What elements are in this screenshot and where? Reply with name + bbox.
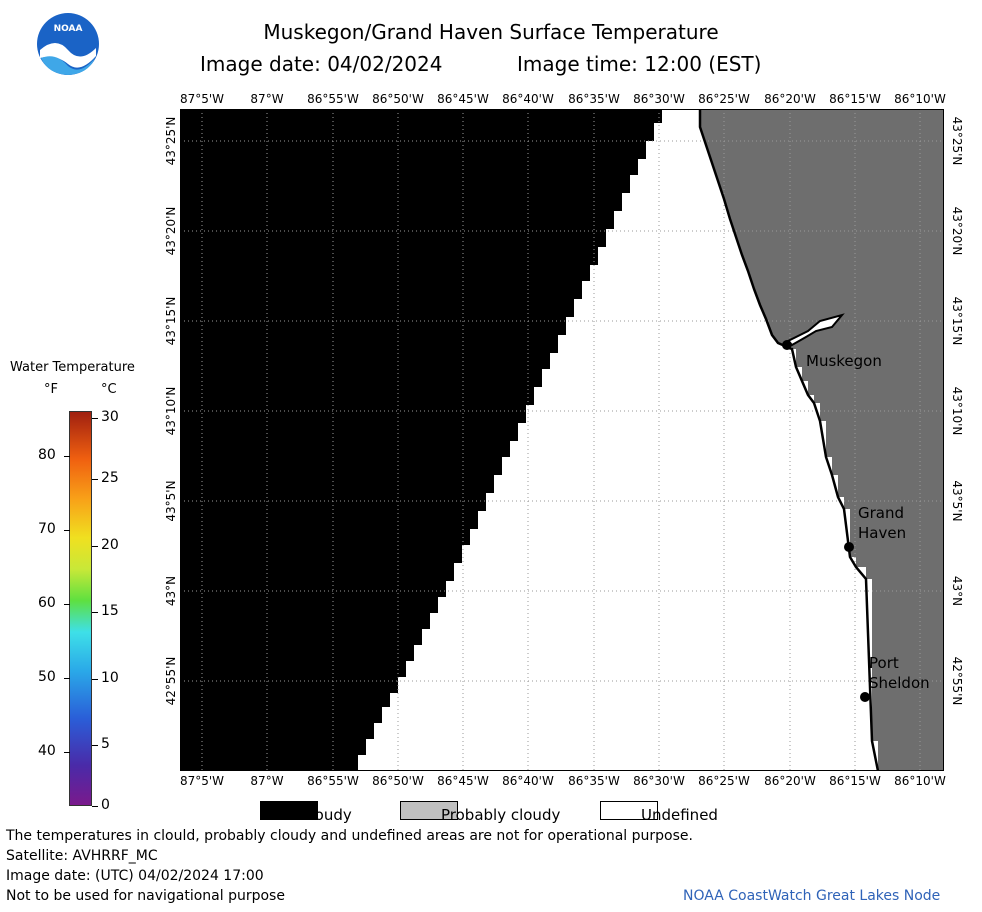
legend-tick-f: 80 — [38, 447, 56, 463]
legend-tick-c: 5 — [101, 736, 110, 752]
legend-tick-mark — [92, 612, 98, 613]
city-markers — [782, 340, 870, 702]
legend-unit-f: °F — [44, 382, 58, 397]
legend-tick-c: 20 — [101, 537, 119, 553]
image-time: Image time: 12:00 (EST) — [517, 52, 762, 76]
legend-title: Water Temperature — [10, 360, 135, 375]
noaa-logo — [37, 13, 99, 75]
cloudy-area — [180, 109, 662, 771]
lon-label-bottom: 86°20'W — [764, 774, 816, 788]
map-title: Muskegon/Grand Haven Surface Temperature — [263, 20, 719, 44]
lon-label-top: 87°5'W — [179, 92, 225, 106]
footer-utc-date: Image date: (UTC) 04/02/2024 17:00 — [6, 868, 264, 884]
grand-haven-marker — [844, 542, 854, 552]
city-label-muskegon: Muskegon — [806, 352, 882, 370]
temperature-color-bar — [69, 411, 92, 806]
lon-label-bottom: 87°W — [250, 774, 284, 788]
lon-label-top: 86°15'W — [829, 92, 881, 106]
noaa-logo-text: NOAA — [53, 24, 83, 34]
footer-note: The temperatures in clould, probably clo… — [6, 828, 693, 844]
lat-label-left: 43°5'N — [164, 480, 178, 522]
lon-label-bottom: 86°40'W — [502, 774, 554, 788]
city-label-grand-haven: Grand Haven — [858, 504, 907, 542]
lat-label-right: 43°15'N — [950, 296, 964, 346]
legend-tick-f: 50 — [38, 669, 56, 685]
lon-label-bottom: 86°35'W — [568, 774, 620, 788]
legend-unit-c: °C — [101, 382, 117, 397]
land-area — [700, 109, 944, 771]
footer-nav-warning: Not to be used for navigational purpose — [6, 888, 285, 904]
lat-label-left: 43°25'N — [164, 116, 178, 166]
lat-label-left: 43°15'N — [164, 296, 178, 346]
key-swatch-probably-cloudy — [400, 801, 458, 820]
lon-label-top: 86°40'W — [502, 92, 554, 106]
lon-label-top: 86°25'W — [698, 92, 750, 106]
legend-tick-c: 30 — [101, 409, 119, 425]
city-label-port-sheldon: Port Sheldon — [869, 654, 930, 692]
lon-label-bottom: 86°15'W — [829, 774, 881, 788]
legend-tick-mark — [92, 418, 98, 419]
legend-tick-mark — [92, 479, 98, 480]
legend-tick-c: 15 — [101, 603, 119, 619]
map-frame — [180, 109, 944, 771]
legend-tick-mark — [64, 752, 70, 753]
legend-tick-c: 25 — [101, 470, 119, 486]
legend-tick-f: 40 — [38, 743, 56, 759]
key-label-probably-cloudy: Probably cloudy — [441, 806, 561, 824]
lon-label-bottom: 86°25'W — [698, 774, 750, 788]
legend-tick-mark — [64, 604, 70, 605]
lat-label-left: 43°N — [164, 575, 178, 607]
lat-label-left: 43°10'N — [164, 386, 178, 436]
image-date: Image date: 04/02/2024 — [200, 52, 443, 76]
lon-label-top: 86°55'W — [307, 92, 359, 106]
legend-tick-f: 70 — [38, 521, 56, 537]
lon-label-top: 86°45'W — [437, 92, 489, 106]
lon-label-top: 86°20'W — [764, 92, 816, 106]
footer-satellite: Satellite: AVHRRF_MC — [6, 848, 158, 864]
lon-label-bottom: 87°5'W — [179, 774, 225, 788]
lat-label-right: 43°20'N — [950, 206, 964, 256]
legend-tick-mark — [64, 530, 70, 531]
lat-label-right: 43°5'N — [950, 480, 964, 522]
lon-label-top: 86°10'W — [894, 92, 946, 106]
legend-tick-mark — [92, 546, 98, 547]
legend-tick-mark — [64, 678, 70, 679]
key-swatch-undefined — [600, 801, 658, 820]
map-area — [180, 109, 944, 771]
legend-tick-c: 0 — [101, 797, 110, 813]
lat-label-left: 43°20'N — [164, 206, 178, 256]
lon-label-top: 86°50'W — [372, 92, 424, 106]
lon-label-top: 86°35'W — [568, 92, 620, 106]
lon-label-bottom: 86°55'W — [307, 774, 359, 788]
muskegon-marker — [782, 340, 792, 350]
lat-label-right: 43°10'N — [950, 386, 964, 436]
muskegon-lake-outline — [786, 313, 845, 347]
legend-tick-c: 10 — [101, 670, 119, 686]
port-sheldon-marker — [860, 692, 870, 702]
lat-label-right: 42°55'N — [950, 656, 964, 706]
lon-label-bottom: 86°50'W — [372, 774, 424, 788]
legend-tick-f: 60 — [38, 595, 56, 611]
key-swatch-cloudy — [260, 801, 318, 820]
lon-label-bottom: 86°30'W — [633, 774, 685, 788]
lon-label-bottom: 86°45'W — [437, 774, 489, 788]
lon-label-bottom: 86°10'W — [894, 774, 946, 788]
legend-tick-mark — [92, 806, 98, 807]
legend-tick-mark — [64, 456, 70, 457]
key-label-undefined: Undefined — [641, 806, 718, 824]
lat-label-right: 43°N — [950, 575, 964, 607]
lon-label-top: 87°W — [250, 92, 284, 106]
legend-tick-mark — [92, 679, 98, 680]
footer-credit: NOAA CoastWatch Great Lakes Node — [683, 888, 941, 904]
key-label-cloudy: Cloudy — [300, 806, 352, 824]
lat-label-left: 42°55'N — [164, 656, 178, 706]
legend-tick-mark — [92, 745, 98, 746]
lon-label-top: 86°30'W — [633, 92, 685, 106]
lat-label-right: 43°25'N — [950, 116, 964, 166]
